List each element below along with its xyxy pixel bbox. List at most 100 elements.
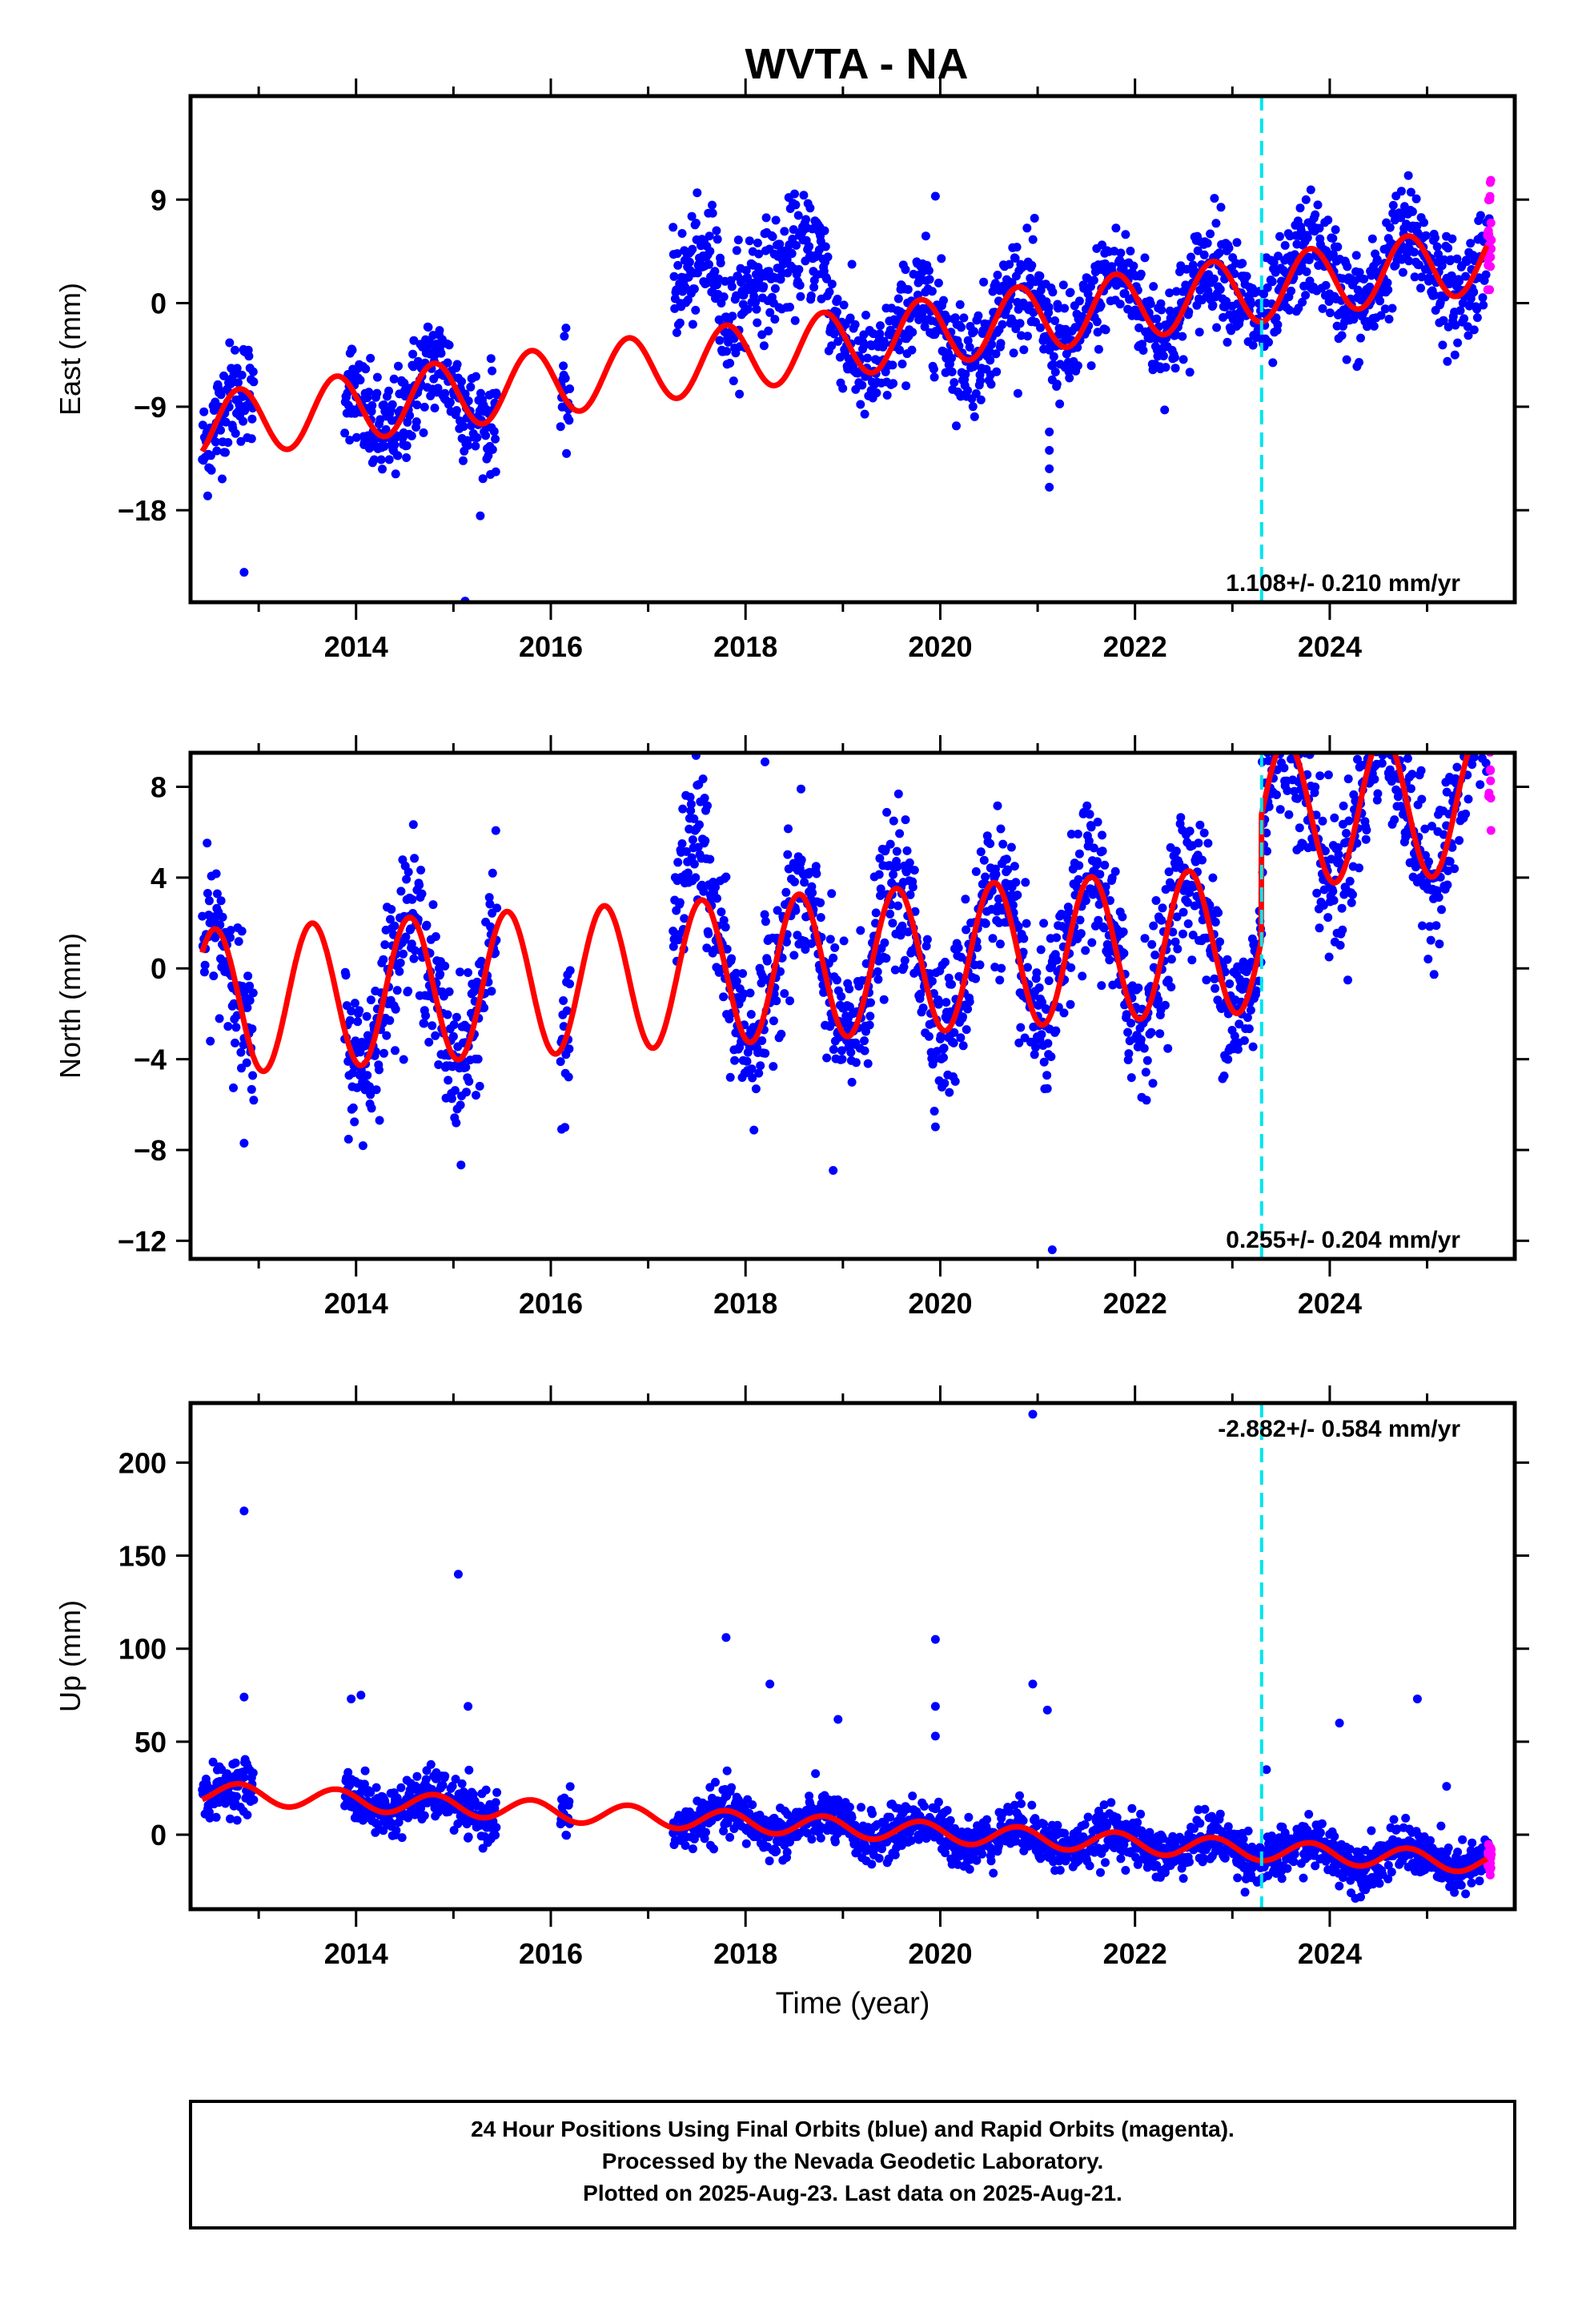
- data-point: [689, 1834, 699, 1844]
- data-point: [979, 855, 989, 865]
- outlier-point: [829, 1165, 838, 1175]
- data-point: [730, 1055, 740, 1065]
- data-point: [934, 999, 943, 1009]
- data-point: [216, 425, 225, 435]
- data-point: [939, 296, 948, 305]
- data-point: [888, 919, 897, 928]
- data-point: [355, 1006, 364, 1015]
- data-point: [1198, 855, 1207, 865]
- data-point: [1029, 308, 1038, 317]
- data-point: [1271, 721, 1280, 730]
- data-point: [899, 963, 909, 971]
- data-point: [893, 294, 903, 304]
- data-point: [491, 1831, 500, 1839]
- data-point: [456, 967, 464, 977]
- data-point: [203, 491, 212, 501]
- data-point: [345, 1015, 355, 1025]
- data-point: [705, 231, 714, 241]
- data-point: [1072, 883, 1082, 892]
- north-frame: [188, 750, 1517, 1261]
- data-point: [562, 448, 572, 458]
- data-point: [930, 1054, 940, 1063]
- data-point: [710, 267, 720, 276]
- data-point: [1342, 829, 1351, 838]
- data-point: [234, 378, 243, 388]
- data-point: [905, 858, 914, 867]
- data-point: [1278, 736, 1287, 745]
- data-point: [372, 372, 382, 382]
- data-point: [970, 327, 979, 336]
- data-point: [1003, 301, 1013, 311]
- data-point: [950, 1027, 959, 1037]
- data-point: [860, 1036, 869, 1046]
- data-point: [970, 412, 979, 421]
- data-point: [754, 1068, 764, 1078]
- data-point: [401, 932, 411, 942]
- data-point: [1046, 1052, 1056, 1061]
- data-point: [1115, 300, 1125, 309]
- data-point: [1387, 304, 1397, 313]
- rapid-data-point: [1483, 714, 1492, 722]
- data-point: [1437, 905, 1446, 915]
- data-point: [1416, 766, 1426, 775]
- data-point: [1273, 320, 1283, 329]
- data-point: [399, 949, 408, 959]
- data-point: [1239, 957, 1248, 967]
- data-point: [1223, 955, 1232, 964]
- data-point: [1164, 867, 1174, 877]
- data-point: [1050, 368, 1060, 376]
- data-point: [677, 839, 687, 848]
- data-point: [1301, 291, 1311, 300]
- data-point: [402, 875, 412, 884]
- data-point: [404, 867, 413, 877]
- data-point: [236, 436, 246, 446]
- data-point: [771, 215, 781, 225]
- data-point: [1244, 1024, 1254, 1034]
- data-point: [1052, 955, 1062, 965]
- data-point: [719, 292, 729, 302]
- data-point: [956, 1033, 966, 1043]
- north-model-curve: [199, 753, 1472, 1075]
- data-point: [1303, 742, 1311, 750]
- y-tick-label: −4: [134, 1043, 167, 1076]
- north-plot-area: [198, 697, 1496, 1259]
- data-point: [945, 1088, 954, 1097]
- data-point: [1039, 919, 1049, 928]
- data-point: [1395, 740, 1403, 749]
- data-point: [473, 1055, 483, 1063]
- data-point: [871, 908, 881, 918]
- data-point: [732, 246, 741, 255]
- data-point: [1275, 708, 1283, 717]
- data-point: [1214, 908, 1223, 918]
- data-point: [1438, 340, 1447, 350]
- data-point: [896, 931, 905, 940]
- data-point: [903, 285, 913, 294]
- data-point: [1193, 246, 1203, 255]
- data-point: [1484, 729, 1493, 738]
- data-point: [1351, 251, 1361, 260]
- data-point: [739, 989, 749, 999]
- data-point: [1370, 698, 1379, 707]
- data-point: [1372, 795, 1382, 805]
- data-point: [691, 219, 701, 228]
- data-point: [806, 291, 816, 300]
- data-point: [431, 932, 440, 941]
- data-point: [417, 889, 427, 899]
- data-point: [1367, 697, 1375, 706]
- data-point: [992, 367, 1002, 376]
- data-point: [1315, 771, 1325, 781]
- data-point: [1403, 754, 1412, 763]
- data-point: [673, 260, 683, 270]
- data-point: [216, 390, 226, 400]
- data-point: [837, 1046, 846, 1055]
- data-point: [1318, 304, 1327, 313]
- data-point: [1076, 929, 1086, 939]
- data-point: [1392, 730, 1401, 739]
- data-point: [475, 1081, 484, 1091]
- data-point: [1055, 399, 1065, 408]
- data-point: [857, 1803, 865, 1812]
- data-point: [1447, 234, 1457, 243]
- data-point: [231, 1023, 241, 1032]
- data-point: [243, 1810, 252, 1819]
